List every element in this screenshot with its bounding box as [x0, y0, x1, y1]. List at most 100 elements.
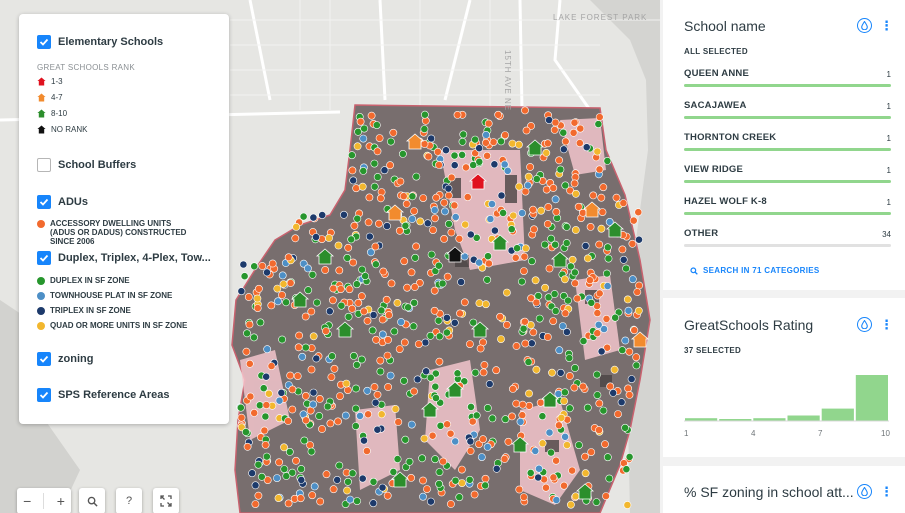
checkbox-checked-icon[interactable] [37, 195, 51, 209]
housing-point [573, 294, 582, 303]
layer-elementary-schools[interactable]: Elementary Schools [37, 35, 163, 49]
housing-point [430, 306, 439, 315]
histogram-bar[interactable] [821, 408, 854, 421]
housing-point [336, 392, 344, 400]
fullscreen-button[interactable] [153, 488, 179, 513]
layer-school-buffers[interactable]: School Buffers [37, 158, 136, 172]
housing-point [349, 351, 358, 360]
housing-point [561, 309, 570, 318]
housing-point [559, 145, 568, 154]
housing-point [516, 417, 525, 426]
housing-point [297, 465, 306, 473]
housing-point [529, 328, 538, 337]
category-item[interactable]: QUEEN ANNE 1 [684, 68, 891, 87]
housing-point [260, 426, 269, 435]
housing-point [550, 290, 559, 298]
housing-point [279, 280, 288, 288]
housing-point [497, 137, 505, 146]
housing-point [401, 221, 410, 230]
housing-point [366, 248, 375, 257]
housing-point [358, 265, 366, 274]
layer-label: School Buffers [58, 159, 137, 171]
histogram-bar[interactable] [787, 415, 820, 422]
category-item[interactable]: THORNTON CREEK 1 [684, 132, 891, 151]
school-marker [630, 331, 650, 348]
housing-point [386, 161, 394, 170]
zoom-in-button[interactable]: + [56, 493, 65, 509]
housing-point [537, 206, 545, 215]
histogram-bar[interactable] [719, 419, 752, 421]
housing-point [524, 172, 533, 181]
housing-point [257, 472, 266, 481]
housing-point [545, 428, 554, 437]
housing-point [393, 298, 402, 307]
housing-point [566, 262, 575, 271]
housing-point [597, 193, 606, 202]
housing-point [563, 328, 571, 336]
housing-point [397, 318, 405, 326]
kebab-menu-icon[interactable]: ⋮ [880, 316, 893, 332]
housing-point [278, 335, 286, 344]
housing-point [380, 166, 389, 175]
histogram-bar[interactable] [685, 418, 718, 421]
housing-point [333, 475, 342, 484]
housing-point [469, 161, 478, 169]
histogram-bar[interactable] [753, 418, 786, 421]
housing-point [312, 233, 320, 241]
category-item[interactable]: VIEW RIDGE 1 [684, 164, 891, 183]
housing-point [325, 307, 334, 316]
housing-point [481, 481, 490, 490]
housing-point [435, 468, 444, 476]
housing-point [488, 200, 496, 208]
kebab-menu-icon[interactable]: ⋮ [880, 17, 893, 33]
checkbox-checked-icon[interactable] [37, 35, 51, 49]
housing-point [628, 239, 637, 248]
housing-point [288, 385, 297, 394]
housing-point [389, 467, 398, 476]
housing-point [250, 333, 258, 342]
rating-histogram[interactable] [684, 375, 894, 425]
layer-zoning[interactable]: zoning [37, 352, 93, 366]
layer-adus[interactable]: ADUs [37, 195, 88, 209]
category-item[interactable]: HAZEL WOLF K-8 1 [684, 196, 891, 215]
axis-label: 1 [684, 429, 689, 438]
drop-icon[interactable] [857, 18, 872, 33]
checkbox-checked-icon[interactable] [37, 251, 51, 265]
drop-icon[interactable] [857, 317, 872, 332]
housing-point [378, 483, 387, 492]
rank-key-4-7: 4-7 [37, 93, 63, 102]
housing-point [502, 288, 511, 297]
layer-legend: Elementary Schools GREAT SCHOOLS RANK 1-… [19, 14, 229, 424]
search-button[interactable] [79, 488, 105, 513]
help-button[interactable]: ? [116, 488, 142, 513]
checkbox-checked-icon[interactable] [37, 352, 51, 366]
school-marker [445, 246, 465, 263]
histogram-bar[interactable] [855, 375, 888, 421]
zoom-out-button[interactable]: − [23, 493, 32, 509]
housing-point [383, 351, 392, 360]
checkbox-checked-icon[interactable] [37, 388, 51, 402]
housing-point [236, 403, 245, 412]
housing-point [264, 389, 273, 398]
housing-point [521, 317, 529, 326]
housing-point [426, 373, 435, 382]
housing-point [628, 275, 637, 284]
search-categories-link[interactable]: SEARCH IN 71 CATEGORIES [690, 266, 820, 275]
housing-point [365, 232, 374, 241]
school-marker [405, 133, 425, 150]
housing-point [395, 226, 404, 235]
housing-point [407, 420, 416, 429]
layer-duplex[interactable]: Duplex, Triplex, 4-Plex, Tow... [37, 251, 211, 265]
category-item[interactable]: SACAJAWEA 1 [684, 100, 891, 119]
housing-point [593, 370, 601, 379]
category-item[interactable]: OTHER 34 [684, 228, 891, 247]
housing-point [391, 405, 400, 413]
layer-sps-reference-areas[interactable]: SPS Reference Areas [37, 388, 170, 402]
housing-point [334, 241, 343, 250]
housing-point [554, 389, 563, 398]
checkbox-unchecked-icon[interactable] [37, 158, 51, 172]
housing-point [527, 294, 535, 303]
kebab-menu-icon[interactable]: ⋮ [880, 483, 893, 499]
housing-point [541, 283, 549, 292]
drop-icon[interactable] [857, 484, 872, 499]
